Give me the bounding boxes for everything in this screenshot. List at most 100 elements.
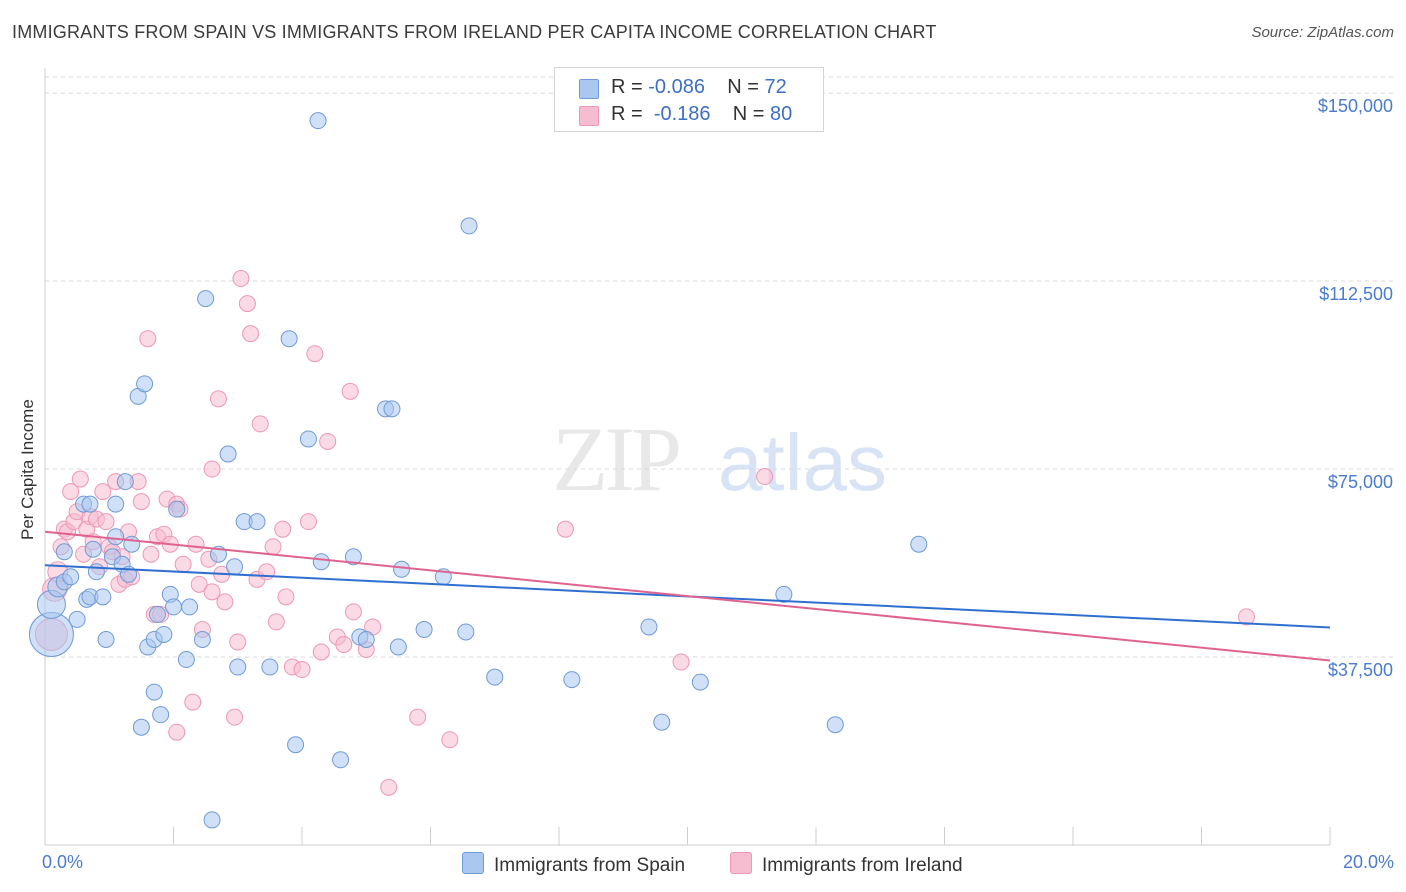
gridlines	[45, 76, 1395, 658]
y-tick-label: $75,000	[1328, 472, 1393, 492]
ireland-n-label: N =	[732, 103, 765, 125]
spain-point	[563, 671, 581, 689]
ireland-points	[34, 270, 1255, 796]
ireland-point	[203, 460, 221, 478]
ireland-point	[251, 415, 269, 433]
spain-point	[62, 568, 80, 586]
trend-lines	[44, 530, 1331, 662]
ireland-point	[139, 330, 157, 348]
spain-point	[145, 683, 163, 701]
ireland-point	[184, 693, 202, 711]
spain-point	[107, 495, 125, 513]
ireland-point	[209, 390, 227, 408]
legend-spain-label: Immigrants from Spain	[494, 855, 686, 876]
ireland-point	[187, 535, 205, 553]
ireland-point	[1237, 608, 1255, 626]
spain-point	[219, 445, 237, 463]
ireland-point	[267, 613, 285, 631]
watermark-zip: ZIP	[552, 408, 679, 510]
watermark: ZIP atlas	[552, 408, 887, 510]
spain-point	[152, 706, 170, 724]
spain-point	[136, 375, 154, 393]
y-tick-label: $150,000	[1318, 96, 1393, 116]
spain-point	[357, 630, 375, 648]
ireland-point	[94, 483, 112, 501]
spain-point	[248, 513, 266, 531]
ireland-point	[203, 583, 221, 601]
ireland-point	[672, 653, 690, 671]
spain-n-label: N =	[727, 76, 759, 98]
ireland-n-value: 80	[770, 103, 793, 125]
ireland-point	[238, 295, 256, 313]
spain-point	[312, 553, 330, 571]
ireland-point	[312, 643, 330, 661]
ireland-swatch	[579, 106, 599, 126]
spain-point	[910, 535, 928, 553]
ireland-point	[216, 593, 234, 611]
spain-n-value: 72	[764, 76, 787, 98]
watermark-atlas: atlas	[718, 418, 887, 507]
spain-point	[203, 811, 221, 829]
source-label: Source: ZipAtlas.com	[1251, 24, 1394, 41]
ireland-point	[132, 493, 150, 511]
x-tick-label-min: 0.0%	[42, 852, 84, 872]
spain-point	[155, 625, 173, 643]
ireland-r-label: R =	[611, 103, 643, 125]
spain-point	[226, 558, 244, 576]
spain-point	[68, 610, 86, 628]
ireland-point	[756, 468, 774, 486]
spain-point	[177, 651, 195, 669]
ireland-point	[168, 723, 186, 741]
ireland-point	[293, 661, 311, 679]
y-tick-labels: $37,500 $75,000 $112,500 $150,000	[1318, 96, 1393, 680]
spain-point	[309, 112, 327, 130]
spain-point	[640, 618, 658, 636]
spain-point	[168, 500, 186, 518]
ireland-point	[264, 538, 282, 556]
spain-point	[691, 673, 709, 691]
spain-point	[653, 713, 671, 731]
legend-spain-swatch	[462, 852, 484, 874]
ireland-point	[242, 325, 260, 343]
spain-point	[107, 528, 125, 546]
ireland-point	[71, 470, 89, 488]
spain-swatch	[579, 79, 599, 99]
spain-point	[55, 543, 73, 561]
spain-point	[261, 658, 279, 676]
axes	[44, 68, 1331, 846]
ireland-point	[556, 520, 574, 538]
spain-point	[165, 598, 182, 616]
spain-point	[393, 560, 411, 578]
ireland-point	[306, 345, 324, 363]
ireland-point	[258, 563, 276, 581]
y-tick-label: $112,500	[1319, 284, 1393, 304]
spain-r-value: -0.086	[648, 76, 705, 98]
spain-point	[181, 598, 199, 616]
spain-point	[84, 540, 102, 558]
ireland-point	[409, 708, 427, 726]
spain-point	[197, 290, 215, 308]
ireland-point	[229, 633, 247, 651]
ireland-point	[380, 778, 398, 796]
spain-point	[287, 736, 305, 754]
ireland-point	[319, 432, 337, 450]
spain-point	[148, 605, 166, 623]
spain-point	[97, 630, 115, 648]
correlation-legend: R = -0.086 N = 72 R = -0.186 N = 80	[554, 67, 824, 132]
ireland-point	[174, 555, 192, 573]
spain-point	[132, 718, 150, 736]
ireland-point	[441, 731, 459, 749]
spain-point	[229, 658, 247, 676]
ireland-point	[335, 635, 353, 653]
spain-point	[116, 473, 134, 491]
spain-point	[457, 623, 475, 641]
spain-points	[28, 112, 928, 829]
spain-point	[87, 563, 105, 581]
legend-ireland-swatch	[730, 852, 752, 874]
spain-point	[123, 535, 141, 553]
ireland-point	[274, 520, 292, 538]
spain-point	[460, 217, 478, 235]
spain-point	[299, 430, 317, 448]
spain-point	[383, 400, 401, 418]
spain-point	[193, 630, 211, 648]
